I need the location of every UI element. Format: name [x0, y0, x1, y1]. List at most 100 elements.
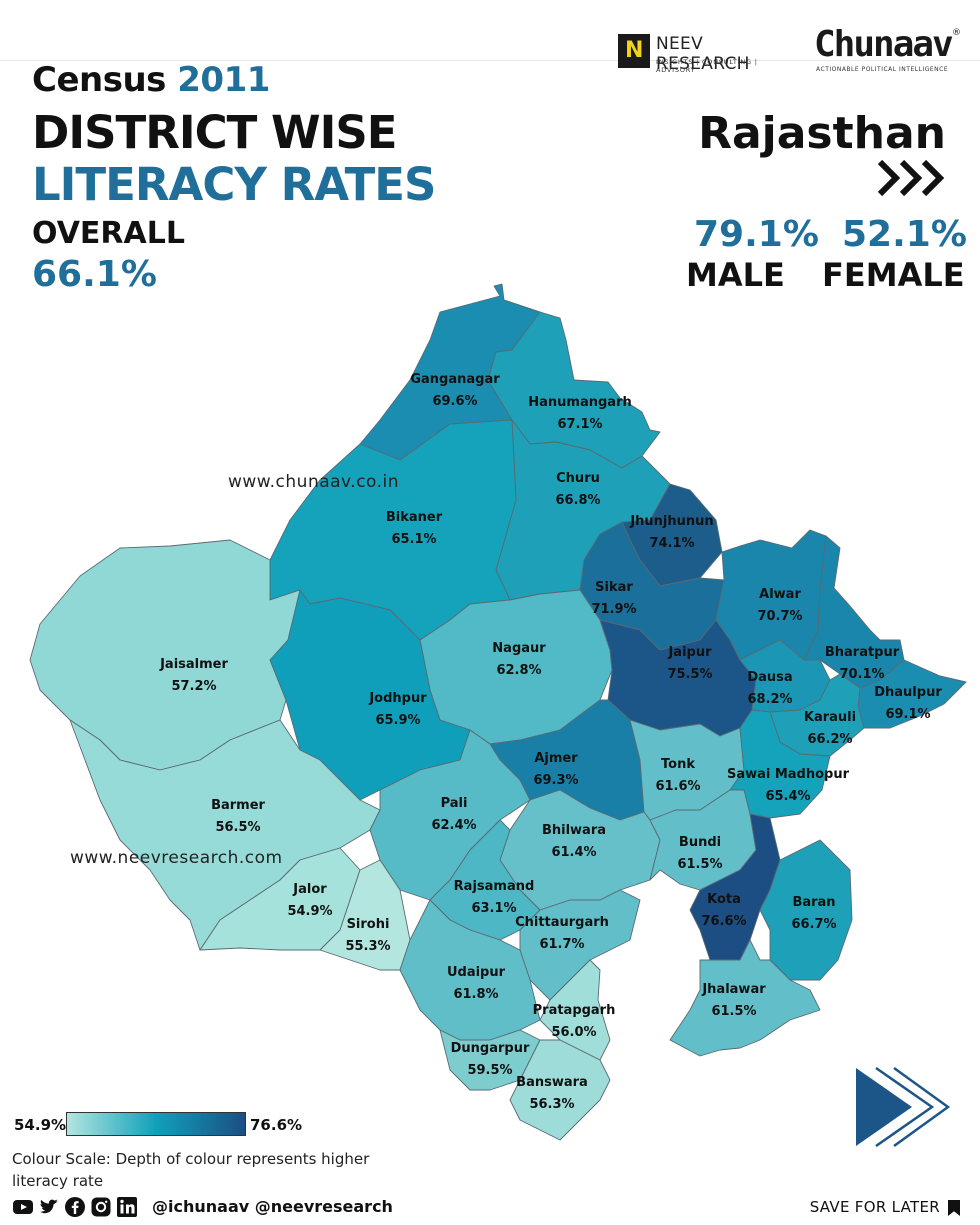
social-handles: @ichunaav @neevresearch — [152, 1197, 393, 1216]
save-for-later-label[interactable]: SAVE FOR LATER — [809, 1198, 940, 1216]
district-udaipur — [399, 899, 541, 1041]
district-label-tonk: Tonk — [661, 757, 695, 772]
district-label-karauli: Karauli — [804, 710, 856, 725]
district-label-pratapgarh: Pratapgarh — [533, 1003, 616, 1018]
district-value-dausa: 68.2% — [747, 692, 792, 707]
title-line2: LITERACY RATES — [32, 158, 436, 211]
rajasthan-district-map: Ganganagar 69.6% Hanumangarh 67.1% Churu 66.8… — [29, 283, 967, 1141]
district-label-jhalawar: Jhalawar — [701, 982, 766, 997]
district-label-bhilwara: Bhilwara — [542, 823, 606, 838]
instagram-icon[interactable] — [90, 1196, 112, 1218]
district-value-sirohi: 55.3% — [345, 939, 390, 954]
district-value-jhunjhunun: 74.1% — [649, 536, 694, 551]
district-label-sirohi: Sirohi — [347, 917, 390, 932]
female-value: 52.1% — [842, 214, 967, 255]
chunaav-logo: Chunaav ® ACTIONABLE POLITICAL INTELLIGE… — [814, 24, 964, 76]
bookmark-icon[interactable] — [948, 1200, 960, 1216]
district-value-nagaur: 62.8% — [496, 663, 541, 678]
district-value-alwar: 70.7% — [757, 609, 802, 624]
district-value-bundi: 61.5% — [677, 857, 722, 872]
district-value-jalor: 54.9% — [287, 904, 332, 919]
district-value-pratapgarh: 56.0% — [551, 1025, 596, 1040]
district-label-jalor: Jalor — [292, 882, 327, 897]
legend-min: 54.9% — [14, 1116, 67, 1134]
neev-research-logo: N NEEV RESEARCH INSIGHTS | CONSULTING | … — [618, 34, 786, 74]
district-label-dhaulpur: Dhaulpur — [874, 685, 942, 700]
linkedin-icon[interactable] — [116, 1196, 138, 1218]
district-label-sawai-madhopur: Sawai Madhopur — [727, 767, 850, 782]
triple-chevron-icon — [878, 159, 945, 197]
twitter-icon[interactable] — [38, 1196, 60, 1218]
district-value-bhilwara: 61.4% — [551, 845, 596, 860]
district-label-udaipur: Udaipur — [447, 965, 506, 980]
state-name: Rajasthan — [698, 108, 946, 159]
title-line1: DISTRICT WISE — [32, 106, 398, 159]
male-value: 79.1% — [694, 214, 819, 255]
district-value-kota: 76.6% — [701, 914, 746, 929]
male-label: MALE — [686, 256, 785, 294]
district-value-hanumangarh: 67.1% — [557, 417, 602, 432]
chunaav-logo-reg: ® — [952, 28, 961, 38]
district-value-jaipur: 75.5% — [667, 667, 712, 682]
neev-logo-tagline: INSIGHTS | CONSULTING | ADVISORY — [656, 58, 758, 74]
district-value-udaipur: 61.8% — [453, 987, 498, 1002]
district-value-dungarpur: 59.5% — [467, 1063, 512, 1078]
district-value-barmer: 56.5% — [215, 820, 260, 835]
neev-logo-mark: N — [618, 34, 650, 68]
district-chittaurgarh — [519, 889, 641, 1001]
district-jhalawar — [669, 939, 821, 1057]
district-label-sikar: Sikar — [595, 580, 633, 595]
district-value-chittaurgarh: 61.7% — [539, 937, 584, 952]
district-value-baran: 66.7% — [791, 917, 836, 932]
district-label-chittaurgarh: Chittaurgarh — [515, 915, 609, 930]
district-label-pali: Pali — [441, 796, 468, 811]
district-label-ajmer: Ajmer — [534, 751, 578, 766]
district-label-nagaur: Nagaur — [492, 641, 546, 656]
overall-value: 66.1% — [32, 254, 157, 295]
district-label-jaisalmer: Jaisalmer — [159, 657, 228, 672]
district-label-barmer: Barmer — [211, 798, 265, 813]
district-label-jodhpur: Jodhpur — [368, 691, 427, 706]
district-label-hanumangarh: Hanumangarh — [528, 395, 631, 410]
chunaav-logo-tagline: ACTIONABLE POLITICAL INTELLIGENCE — [816, 66, 949, 73]
district-value-ajmer: 69.3% — [533, 773, 578, 788]
district-label-dausa: Dausa — [747, 670, 792, 685]
district-label-jaipur: Jaipur — [667, 645, 712, 660]
district-label-banswara: Banswara — [516, 1075, 588, 1090]
district-label-bikaner: Bikaner — [386, 510, 443, 525]
district-banswara — [509, 1039, 611, 1141]
district-label-rajsamand: Rajsamand — [454, 879, 535, 894]
district-label-bundi: Bundi — [679, 835, 721, 850]
district-value-dhaulpur: 69.1% — [885, 707, 930, 722]
district-baran — [759, 839, 853, 981]
overall-label: OVERALL — [32, 216, 185, 251]
watermark-neevresearch: www.neevresearch.com — [70, 848, 283, 868]
watermark-chunaav: www.chunaav.co.in — [228, 472, 400, 492]
census-word: Census — [32, 60, 166, 100]
header-divider — [0, 60, 980, 61]
census-year: 2011 — [177, 60, 270, 100]
neev-logo-name: NEEV RESEARCH — [656, 34, 750, 74]
next-arrow-icon[interactable] — [852, 1064, 952, 1150]
district-value-rajsamand: 63.1% — [471, 901, 516, 916]
chunaav-logo-name: Chunaav — [814, 24, 954, 65]
social-icons — [12, 1196, 138, 1218]
neev-logo-letter: N — [625, 38, 644, 63]
district-value-jhalawar: 61.5% — [711, 1004, 756, 1019]
district-label-ganganagar: Ganganagar — [410, 372, 500, 387]
district-value-banswara: 56.3% — [529, 1097, 574, 1112]
district-value-jodhpur: 65.9% — [375, 713, 420, 728]
district-value-pali: 62.4% — [431, 818, 476, 833]
district-value-tonk: 61.6% — [655, 779, 700, 794]
district-value-ganganagar: 69.6% — [432, 394, 477, 409]
legend-note: Colour Scale: Depth of colour represents… — [12, 1150, 370, 1190]
district-value-bikaner: 65.1% — [391, 532, 436, 547]
female-label: FEMALE — [822, 256, 965, 294]
district-value-churu: 66.8% — [555, 493, 600, 508]
facebook-icon[interactable] — [64, 1196, 86, 1218]
district-value-jaisalmer: 57.2% — [171, 679, 216, 694]
census-heading: Census 2011 — [32, 60, 270, 100]
legend-color-scale — [66, 1112, 246, 1136]
district-label-kota: Kota — [707, 892, 741, 907]
youtube-icon[interactable] — [12, 1196, 34, 1218]
